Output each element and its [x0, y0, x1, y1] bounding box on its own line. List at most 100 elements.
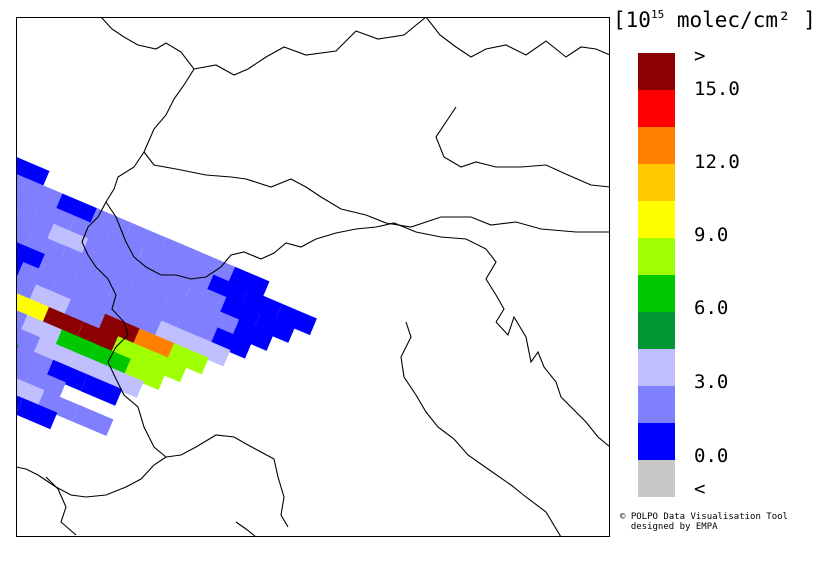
borders-layer: [16, 17, 610, 537]
country-border-swiss-north: [143, 151, 610, 233]
coastline-corsica-hint: [235, 521, 257, 537]
satellite-pixel: [29, 284, 71, 316]
satellite-pixel: [50, 276, 93, 308]
satellite-pixel: [119, 306, 162, 338]
satellite-pixel: [219, 297, 261, 329]
satellite-pixel: [123, 358, 166, 391]
legend-label-12: 12.0: [694, 151, 740, 173]
satellite-pixel: [128, 275, 171, 307]
satellite-pixel: [240, 289, 283, 321]
satellite-pixel: [76, 321, 119, 353]
country-border-austria-north: [435, 106, 610, 188]
satellite-pixel: [71, 404, 114, 437]
satellite-pixel: [163, 290, 205, 322]
satellite-pixel: [16, 239, 45, 271]
satellite-pixel: [16, 209, 54, 241]
satellite-pixel: [167, 343, 209, 375]
country-border-france-italy: [81, 201, 167, 458]
satellite-pixel: [102, 230, 145, 262]
satellite-pixel: [253, 311, 296, 343]
satellite-pixel: [150, 267, 192, 300]
satellite-pixel: [102, 366, 144, 398]
colorbar-swatch: [638, 312, 675, 349]
colorbar-swatch: [638, 127, 675, 164]
legend-label-15: 15.0: [694, 78, 740, 100]
satellite-pixel: [98, 313, 140, 346]
map-frame: [16, 17, 610, 537]
satellite-pixel: [24, 231, 67, 263]
satellite-pixel: [171, 259, 214, 292]
satellite-pixel-layer: [16, 156, 317, 437]
satellite-pixel: [68, 216, 110, 248]
colorbar-swatch: [638, 349, 675, 386]
satellite-pixel: [16, 156, 50, 188]
country-border-france-north: [100, 17, 195, 203]
country-border-swiss-south: [105, 201, 317, 280]
satellite-pixel: [59, 246, 102, 278]
satellite-pixel: [81, 238, 123, 270]
colorbar-swatch: [638, 201, 675, 238]
satellite-pixel: [37, 390, 79, 422]
satellite-pixel: [67, 352, 110, 384]
colorbar-swatch: [638, 275, 675, 312]
satellite-pixel: [33, 337, 75, 369]
colorbar: [638, 53, 675, 497]
satellite-pixel: [16, 345, 54, 377]
satellite-pixel: [54, 329, 97, 361]
colorbar-swatch: [638, 423, 675, 460]
colorbar-swatch: [638, 164, 675, 201]
satellite-pixel: [16, 375, 45, 407]
satellite-pixel: [16, 262, 58, 294]
satellite-pixel: [46, 223, 89, 256]
coastline-south-france: [16, 456, 167, 498]
coastline-adriatic-west: [400, 321, 562, 537]
satellite-pixel: [80, 374, 123, 406]
satellite-pixel: [115, 253, 158, 285]
satellite-pixel: [24, 367, 67, 399]
map-panel: [16, 17, 610, 537]
satellite-pixel: [124, 222, 167, 255]
satellite-pixel: [89, 344, 131, 376]
satellite-pixel: [16, 292, 50, 324]
legend-label-0: 0.0: [694, 445, 729, 467]
satellite-pixel: [275, 303, 317, 336]
satellite-pixel: [37, 254, 80, 286]
satellite-pixel: [137, 245, 179, 277]
satellite-pixel: [188, 335, 231, 367]
coastline-istria-croatia: [495, 315, 610, 448]
satellite-pixel: [55, 193, 97, 225]
satellite-pixel: [132, 328, 175, 360]
satellite-pixel: [85, 291, 127, 323]
satellite-pixel: [227, 266, 270, 298]
legend-label-9: 9.0: [694, 224, 729, 246]
satellite-pixel: [158, 237, 201, 269]
satellite-pixel: [33, 201, 76, 233]
satellite-pixel: [175, 312, 218, 345]
colorbar-swatch: [638, 90, 675, 127]
satellite-pixel: [232, 319, 274, 351]
satellite-pixel: [206, 274, 248, 306]
colorbar-swatch: [638, 53, 675, 90]
satellite-pixel: [16, 269, 37, 302]
legend-label-3: 3.0: [694, 371, 729, 393]
satellite-pixel: [46, 359, 88, 392]
legend-label-below: <: [694, 478, 706, 500]
country-border-germany: [193, 17, 427, 76]
satellite-pixel: [16, 186, 41, 218]
coastline-liguria: [165, 434, 289, 528]
satellite-pixel: [193, 252, 236, 284]
legend-title: [1015 molec/cm² ]: [613, 8, 813, 32]
legend-label-above: >: [694, 45, 706, 67]
colorbar-swatch: [638, 460, 675, 497]
satellite-pixel: [20, 178, 63, 211]
satellite-pixel: [154, 320, 196, 352]
satellite-pixel: [20, 314, 62, 347]
satellite-pixel: [197, 304, 240, 337]
satellite-pixel: [111, 336, 153, 368]
colorbar-swatch: [638, 238, 675, 275]
country-border-france-east: [45, 476, 77, 536]
satellite-pixel: [63, 299, 106, 331]
satellite-pixel: [16, 353, 32, 385]
satellite-pixel: [41, 307, 84, 339]
satellite-pixel: [89, 208, 132, 240]
